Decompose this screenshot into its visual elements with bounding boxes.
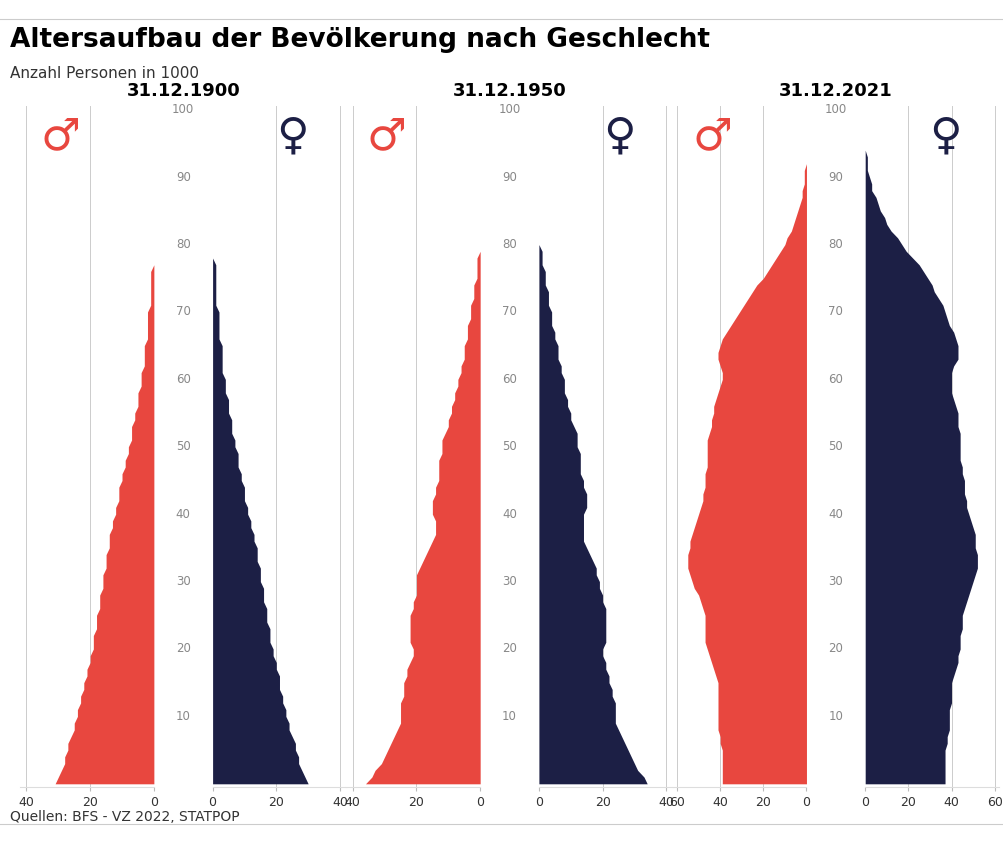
Text: 60: 60 — [827, 373, 843, 386]
Text: 80: 80 — [502, 238, 517, 251]
Text: 31.12.1950: 31.12.1950 — [452, 82, 566, 100]
Text: 70: 70 — [176, 306, 191, 318]
Text: 90: 90 — [827, 171, 843, 184]
Text: ♀: ♀ — [276, 115, 309, 158]
Text: ♀: ♀ — [928, 115, 961, 158]
Text: 30: 30 — [176, 575, 191, 588]
Text: 100: 100 — [497, 103, 521, 117]
Text: 20: 20 — [176, 643, 191, 655]
Text: 40: 40 — [176, 508, 191, 521]
Text: 10: 10 — [827, 710, 843, 722]
Text: 70: 70 — [827, 306, 843, 318]
Text: 40: 40 — [827, 508, 843, 521]
Text: ♀: ♀ — [602, 115, 635, 158]
Text: Quellen: BFS - VZ 2022, STATPOP: Quellen: BFS - VZ 2022, STATPOP — [10, 810, 240, 824]
Text: 30: 30 — [827, 575, 843, 588]
Text: 50: 50 — [502, 440, 517, 454]
Text: 10: 10 — [502, 710, 517, 722]
Text: 31.12.2021: 31.12.2021 — [778, 82, 892, 100]
Text: 80: 80 — [827, 238, 843, 251]
Text: ♂: ♂ — [692, 115, 732, 158]
Text: 60: 60 — [502, 373, 517, 386]
Text: 50: 50 — [176, 440, 191, 454]
Text: 80: 80 — [176, 238, 191, 251]
Text: 30: 30 — [502, 575, 517, 588]
Text: 100: 100 — [172, 103, 195, 117]
Text: 60: 60 — [176, 373, 191, 386]
Text: ♂: ♂ — [40, 115, 80, 158]
Text: 100: 100 — [823, 103, 847, 117]
Text: ♂: ♂ — [366, 115, 406, 158]
Text: 10: 10 — [176, 710, 191, 722]
Text: 70: 70 — [502, 306, 517, 318]
Text: Anzahl Personen in 1000: Anzahl Personen in 1000 — [10, 66, 199, 82]
Text: 90: 90 — [176, 171, 191, 184]
Text: 40: 40 — [502, 508, 517, 521]
Text: 50: 50 — [827, 440, 843, 454]
Text: Altersaufbau der Bevölkerung nach Geschlecht: Altersaufbau der Bevölkerung nach Geschl… — [10, 27, 709, 54]
Text: 20: 20 — [502, 643, 517, 655]
Text: 31.12.1900: 31.12.1900 — [126, 82, 240, 100]
Text: 90: 90 — [502, 171, 517, 184]
Text: 20: 20 — [827, 643, 843, 655]
